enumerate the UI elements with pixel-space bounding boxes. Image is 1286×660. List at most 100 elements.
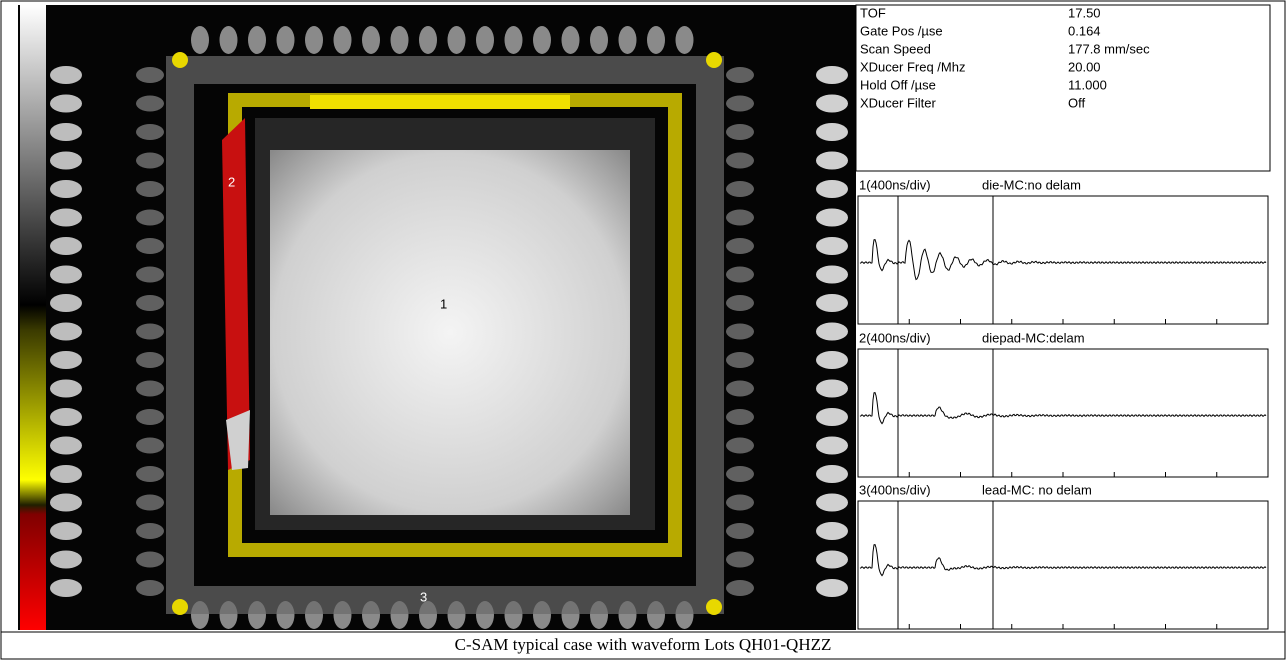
lead — [277, 26, 295, 54]
lead — [136, 352, 164, 368]
lead — [726, 295, 754, 311]
lead — [505, 26, 523, 54]
lead — [391, 26, 409, 54]
lead — [726, 267, 754, 283]
lead — [816, 294, 848, 312]
lead — [726, 552, 754, 568]
lead — [50, 494, 82, 512]
lead — [50, 551, 82, 569]
color-scale — [20, 5, 46, 630]
lead — [816, 351, 848, 369]
corner-mark — [706, 52, 722, 68]
lead — [676, 26, 694, 54]
lead — [50, 465, 82, 483]
lead — [726, 580, 754, 596]
lead — [726, 181, 754, 197]
lead — [816, 494, 848, 512]
parameter-label: Scan Speed — [860, 41, 931, 56]
waveform-description: lead-MC: no delam — [982, 482, 1092, 497]
lead — [816, 579, 848, 597]
lead — [816, 408, 848, 426]
scan-image: 1 2 3 — [18, 5, 856, 630]
die — [270, 150, 630, 515]
lead — [816, 66, 848, 84]
parameter-value: 177.8 mm/sec — [1068, 41, 1150, 56]
parameter-value: 11.000 — [1068, 77, 1107, 92]
parameter-value: 17.50 — [1068, 5, 1101, 20]
lead — [362, 26, 380, 54]
lead — [50, 294, 82, 312]
corner-mark — [172, 52, 188, 68]
lead — [726, 210, 754, 226]
lead — [726, 124, 754, 140]
lead — [136, 153, 164, 169]
parameter-value: 0.164 — [1068, 23, 1101, 38]
waveform-description: die-MC:no delam — [982, 177, 1081, 192]
corner-mark — [706, 599, 722, 615]
lead — [816, 95, 848, 113]
lead — [136, 295, 164, 311]
lead — [334, 26, 352, 54]
lead — [476, 26, 494, 54]
lead — [248, 26, 266, 54]
lead — [50, 152, 82, 170]
lead — [136, 238, 164, 254]
parameter-label: XDucer Freq /Mhz — [860, 59, 965, 74]
lead — [136, 580, 164, 596]
lead — [816, 266, 848, 284]
lead — [305, 26, 323, 54]
lead — [816, 180, 848, 198]
lead — [50, 66, 82, 84]
lead — [136, 438, 164, 454]
lead — [50, 209, 82, 227]
lead — [50, 123, 82, 141]
lead — [816, 551, 848, 569]
waveform-plot — [858, 349, 1268, 477]
parameter-label: XDucer Filter — [860, 95, 937, 110]
parameter-value: Off — [1068, 95, 1085, 110]
lead — [50, 522, 82, 540]
lead — [726, 523, 754, 539]
lead — [816, 209, 848, 227]
corner-mark — [172, 599, 188, 615]
waveform-plot — [858, 196, 1268, 324]
parameter-label: TOF — [860, 5, 886, 20]
lead — [50, 380, 82, 398]
lead — [50, 180, 82, 198]
parameter-value: 20.00 — [1068, 59, 1101, 74]
lead — [816, 123, 848, 141]
caption: C-SAM typical case with waveform Lots QH… — [455, 635, 832, 654]
lead — [136, 495, 164, 511]
lead — [726, 96, 754, 112]
lead — [136, 466, 164, 482]
lead — [590, 26, 608, 54]
waveform-channel: 2(400ns/div) — [859, 330, 931, 345]
lead — [136, 381, 164, 397]
lead — [136, 267, 164, 283]
lead — [816, 152, 848, 170]
parameter-label: Hold Off /µse — [860, 77, 936, 92]
lead — [50, 266, 82, 284]
lead — [220, 26, 238, 54]
marker: 1 — [440, 296, 447, 311]
waveform-description: diepad-MC:delam — [982, 330, 1085, 345]
marker: 3 — [420, 589, 427, 604]
waveform-channel: 3(400ns/div) — [859, 482, 931, 497]
lead — [136, 124, 164, 140]
lead — [816, 323, 848, 341]
lead — [50, 323, 82, 341]
lead — [136, 96, 164, 112]
lead — [562, 26, 580, 54]
lead — [136, 324, 164, 340]
lead — [816, 465, 848, 483]
waveform-panels: 1(400ns/div)die-MC:no delam2(400ns/div)d… — [858, 177, 1268, 629]
lead — [726, 153, 754, 169]
lead — [50, 579, 82, 597]
yellow-band — [310, 95, 570, 109]
lead — [50, 408, 82, 426]
lead — [619, 26, 637, 54]
lead — [647, 26, 665, 54]
lead — [533, 26, 551, 54]
lead — [726, 381, 754, 397]
lead — [816, 380, 848, 398]
